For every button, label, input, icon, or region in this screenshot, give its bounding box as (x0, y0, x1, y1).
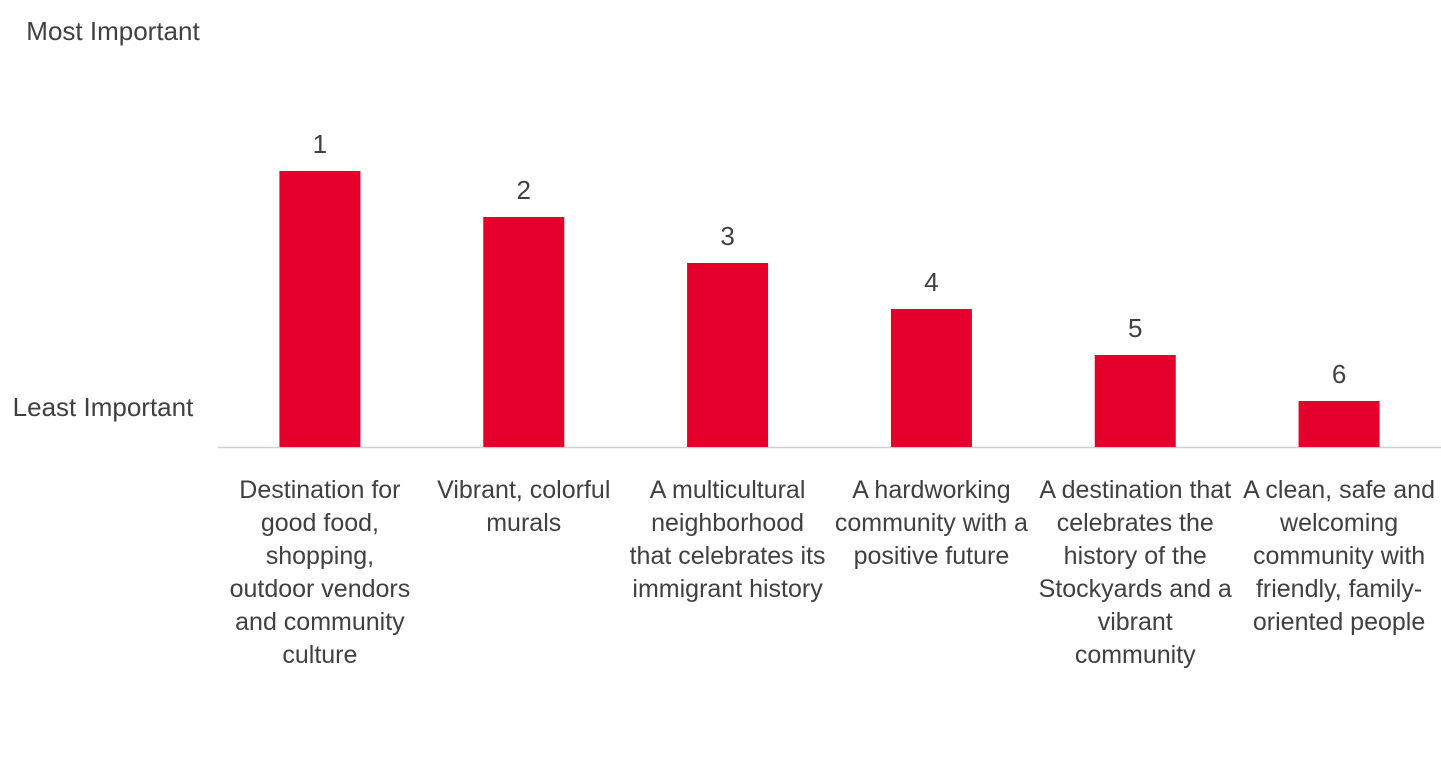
x-tick-label: A hardworking community with a positive … (834, 476, 1028, 570)
data-label: 4 (924, 267, 938, 297)
data-label: 6 (1332, 359, 1346, 389)
x-tick-label: A clean, safe and welcoming community wi… (1243, 476, 1435, 636)
data-label: 2 (517, 175, 531, 205)
bar (279, 171, 361, 447)
x-tick-label: A multicultural neighborhood that celebr… (629, 476, 826, 603)
bar (1298, 401, 1380, 447)
data-label: 3 (720, 221, 734, 251)
x-tick-label: Vibrant, colorful murals (437, 476, 611, 537)
x-tick-label: Destination for good food, shopping, out… (229, 476, 411, 669)
bar (1094, 355, 1176, 447)
bar (687, 263, 769, 447)
bar (483, 217, 565, 447)
y-top-label: Most Important (26, 16, 200, 46)
data-label: 1 (313, 129, 327, 159)
x-tick-label: A destination that celebrates the histor… (1038, 476, 1232, 669)
y-bottom-label: Least Important (12, 392, 194, 422)
bar (890, 309, 972, 447)
data-label: 5 (1128, 313, 1142, 343)
